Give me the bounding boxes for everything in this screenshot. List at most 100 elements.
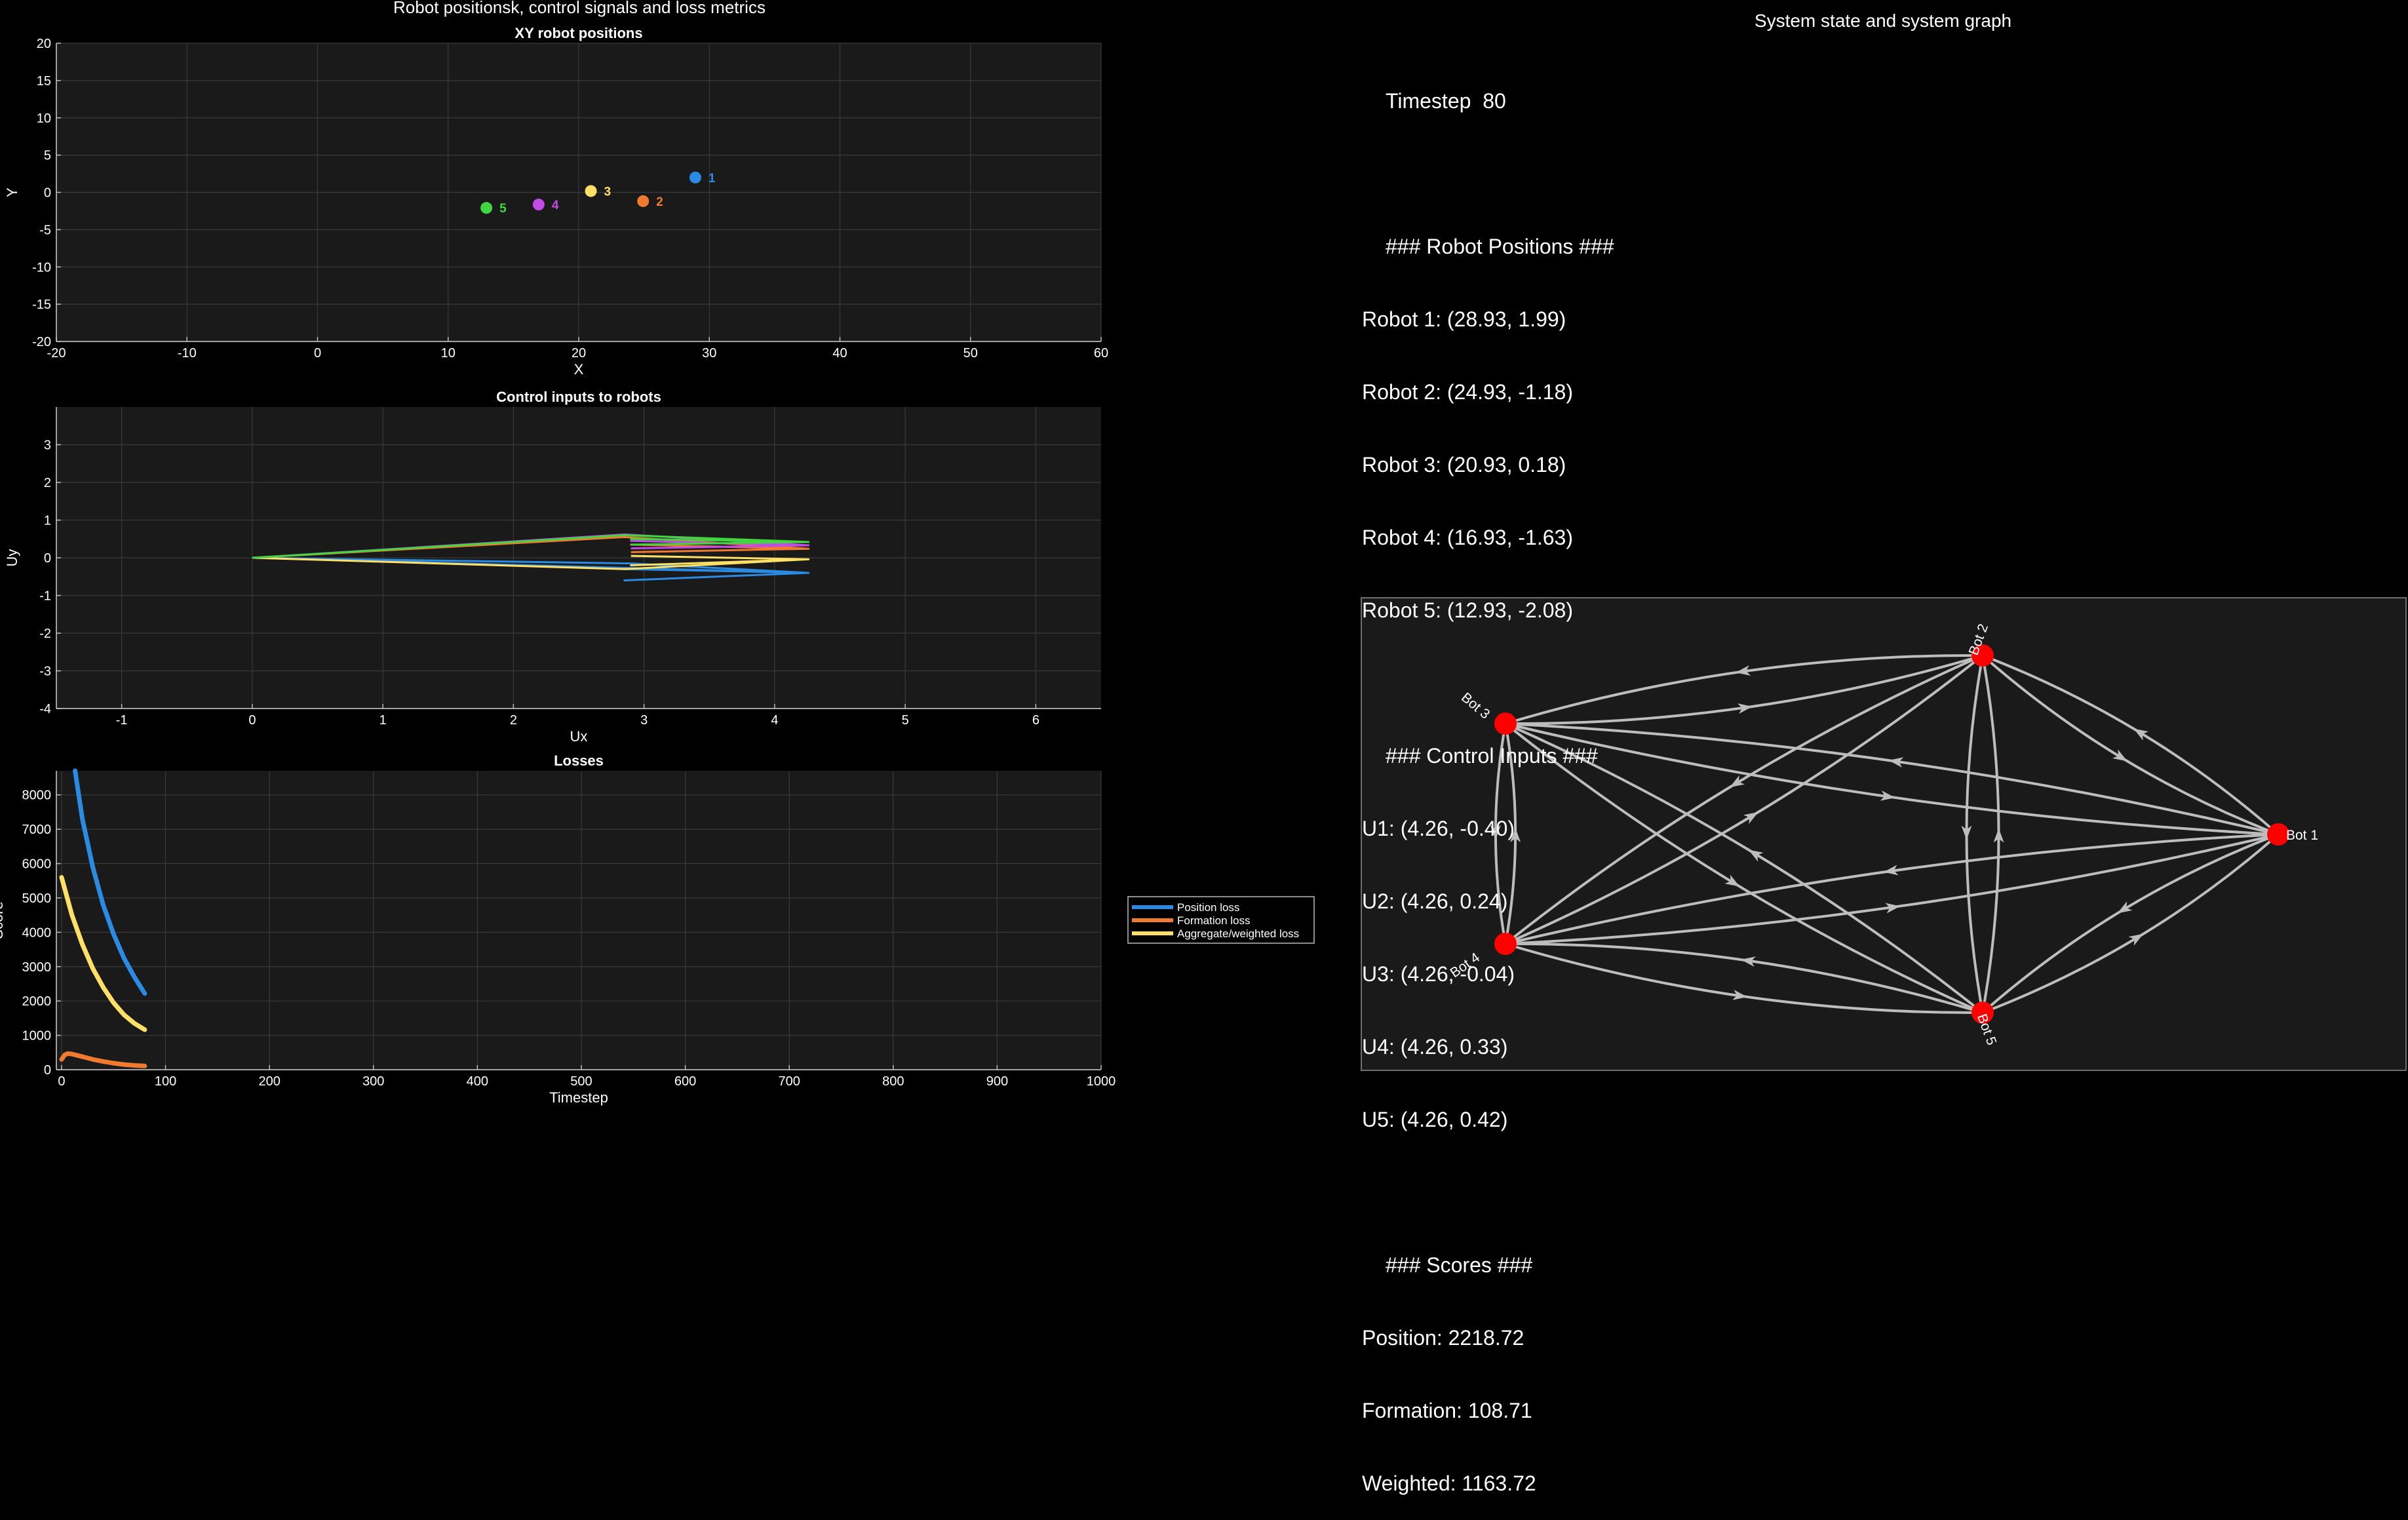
graph-area [1361,597,2407,1071]
position-line: Robot 4: (16.93, -1.63) [1362,526,1573,549]
graph-edge-arrow [1510,828,1521,842]
x-axis-label: X [574,361,584,378]
timestep-label: Timestep 80 [1386,89,1506,113]
x-tick-label: 30 [702,346,716,361]
x-tick-label: 4 [771,713,778,728]
position-line: Robot 1: (28.93, 1.99) [1362,307,1566,331]
x-tick-label: 300 [362,1074,384,1089]
x-axis-label: Timestep [549,1089,608,1106]
graph-edge-arrow [2128,933,2144,946]
y-tick-label: 15 [37,74,51,88]
x-tick-label: 0 [248,713,256,728]
y-tick-label: 5 [44,149,51,163]
y-tick-label: 7000 [22,823,52,837]
x-tick-label: -10 [178,346,197,361]
y-tick-label: 2000 [22,994,52,1009]
robot-3-label: 3 [604,185,612,199]
graph-node [2267,823,2289,846]
x-tick-label: 5 [902,713,909,728]
robot-2-marker [637,195,650,207]
graph-edge-arrow [2133,728,2149,741]
graph-edge-arrow [2117,901,2133,914]
graph-edge-arrow [1737,703,1753,714]
graph-edge-arrow [1490,825,1501,840]
x-tick-label: -1 [116,713,128,728]
x-tick-label: 400 [467,1074,488,1089]
robot-2-label: 2 [656,195,663,209]
x-tick-label: 0 [314,346,321,361]
graph-node [1494,933,1517,955]
y-axis-label: Uy [4,549,20,567]
robot-5-marker [480,202,493,214]
x-tick-label: 60 [1094,346,1108,361]
loss-series-line [59,1051,147,1068]
robot-5-label: 5 [499,202,507,216]
y-tick-label: 3 [44,438,51,453]
y-tick-label: -3 [39,665,51,679]
x-tick-label: 100 [155,1074,176,1089]
y-tick-label: 1000 [22,1029,52,1043]
figure-canvas: Robot positionsk, control signals and lo… [0,0,2407,1106]
x-tick-label: 1000 [1087,1074,1116,1089]
x-tick-label: 2 [510,713,517,728]
y-tick-label: 0 [44,1063,51,1078]
robot-1-label: 1 [709,172,716,185]
graph-edge-arrow [1732,989,1747,1000]
y-tick-label: 8000 [22,789,52,803]
x-tick-label: 6 [1032,713,1039,728]
x-tick-label: 20 [572,346,586,361]
legend-label: Formation loss [1177,914,1250,927]
y-tick-label: -1 [39,589,51,604]
control-line: U5: (4.26, 0.42) [1362,1108,1508,1131]
legend-label: Aggregate/weighted loss [1177,927,1299,940]
graph-edge-arrow [1736,665,1751,676]
y-tick-label: -2 [39,627,51,641]
x-tick-label: 700 [778,1074,800,1089]
graph-edge-arrow [1888,757,1904,768]
x-tick-label: 1 [379,713,387,728]
robot-1-marker [689,171,701,184]
position-line: Robot 3: (20.93, 0.18) [1362,453,1566,477]
graph-edge-arrow [1730,775,1745,788]
y-tick-label: 2 [44,476,51,490]
graph-edge-arrow [1748,849,1764,862]
x-tick-label: 900 [986,1074,1008,1089]
y-tick-label: -20 [32,335,51,349]
chart-title: Control inputs to robots [496,389,661,405]
x-tick-label: 40 [832,346,847,361]
y-tick-label: 1 [44,514,51,528]
graph-edge-arrow [2112,749,2127,762]
control-series-U5 [252,534,810,559]
control-series-U3 [252,555,810,570]
x-tick-label: 10 [441,346,456,361]
robot-4-label: 4 [552,199,559,212]
x-tick-label: 3 [640,713,648,728]
robot-3-marker [585,185,597,197]
y-tick-label: -5 [39,223,51,237]
score-line: Weighted: 1163.72 [1362,1471,1536,1495]
y-tick-label: 3000 [22,960,52,975]
right-figure-title: System state and system graph [1755,10,2011,31]
graph-edge-arrow [1883,865,1899,876]
plot-area [56,771,1101,1070]
graph-edge-arrow [1741,956,1756,967]
graph-edge-arrow [1880,790,1895,801]
graph-node [1494,712,1517,735]
control-inputs-chart: -1 0 1 2 3 4 5 6 -4 -3 -2 -1 0 1 2 3 Control inputs to r… [4,389,1101,745]
y-axis-label: Y [4,187,20,197]
graph-edge-arrow [1743,811,1758,825]
control-line: U2: (4.26, 0.24) [1362,889,1508,913]
x-axis-label: Ux [570,728,588,745]
x-tick-label: -20 [47,346,66,361]
x-tick-label: 50 [963,346,978,361]
score-line: Formation: 108.71 [1362,1399,1532,1422]
y-axis-label: Score [0,901,6,939]
legend-label: Position loss [1177,901,1239,914]
scores-header: ### Scores ### [1386,1253,1533,1277]
losses-chart: 0 100 200 300 400 500 600 700 800 900 1000 0 1000 200… [0,752,1116,1106]
y-tick-label: 0 [44,551,51,566]
control-line: U3: (4.26, -0.04) [1362,962,1515,986]
position-line: Robot 5: (12.93, -2.08) [1362,598,1573,622]
